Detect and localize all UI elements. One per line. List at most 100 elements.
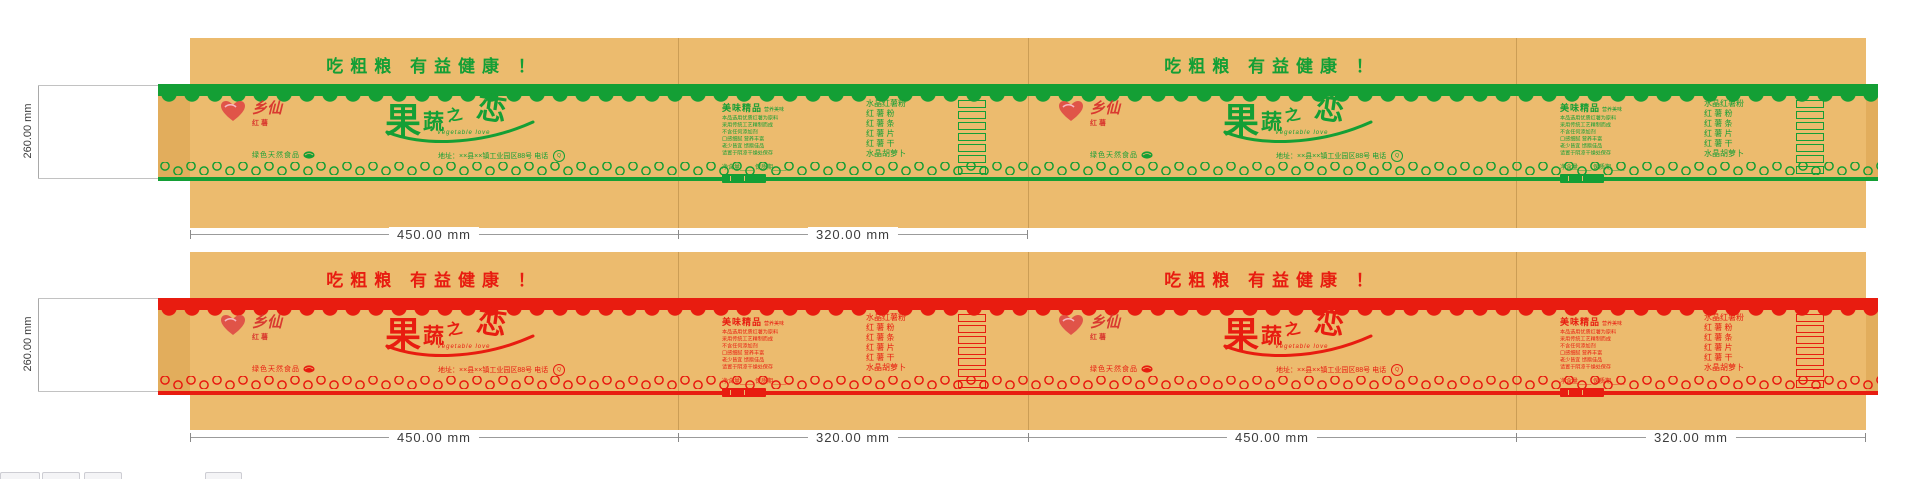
extension-line xyxy=(38,391,158,392)
side-panel-450mm: 吃粗粮 有益健康 ！ 乡仙 红薯 果 蔬 之 恋 xyxy=(190,252,678,430)
green-food-mark: 绿色天然食品 xyxy=(252,364,315,374)
certification-seal-icon: Q xyxy=(1391,150,1404,162)
leaf-badge-icon xyxy=(303,365,315,373)
product-name: 水晶胡萝卜 xyxy=(1704,363,1744,372)
dimension-tick xyxy=(1865,433,1866,442)
thumbnail-button[interactable] xyxy=(0,472,40,479)
dimension-tick xyxy=(678,230,679,239)
variety-checkbox xyxy=(1796,358,1824,366)
fill-in-line: 净含量____ 保质期____ xyxy=(722,379,787,385)
variety-checkbox xyxy=(958,347,986,355)
barcode-badge xyxy=(722,388,766,397)
brand-logos: 乡仙 红薯 xyxy=(220,100,282,128)
variety-checkbox-column xyxy=(1758,314,1830,392)
product-name: 红 薯 粉 xyxy=(1704,323,1733,332)
barcode-badge xyxy=(1560,388,1604,397)
certification-seal-icon: Q xyxy=(553,150,566,162)
width-dimension-label: 450.00 mm xyxy=(388,227,480,242)
width-dimension-label: 450.00 mm xyxy=(1226,430,1318,445)
green-food-mark: 绿色天然食品 xyxy=(1090,364,1153,374)
product-name: 红 薯 条 xyxy=(866,119,895,128)
height-dimension-line xyxy=(38,85,39,178)
extension-line xyxy=(38,85,158,86)
variety-checkbox xyxy=(1796,166,1824,174)
logo-latin-caption: Vegetable love xyxy=(437,130,491,136)
width-dimension-label: 320.00 mm xyxy=(807,227,899,242)
dimension-tick xyxy=(1516,433,1517,442)
variety-checkbox-column xyxy=(920,100,992,178)
variety-checkbox xyxy=(958,111,986,119)
info-line: 采用传统工艺精制而成 xyxy=(1560,123,1612,129)
logo-char: 蔬 xyxy=(1261,111,1282,134)
swirl-heart-logo-icon xyxy=(1058,100,1084,127)
logo-swoosh-icon xyxy=(1223,334,1373,357)
product-info-block: 美味精品 营养美味 本品选用优质红薯为原料 采用传统工艺精制而成 不含任何添加剂 … xyxy=(722,98,842,183)
info-line: 本品选用优质红薯为原料 xyxy=(722,116,779,122)
thumbnail-button[interactable] xyxy=(84,472,122,479)
panel-fold-line xyxy=(678,38,679,228)
product-name: 红 薯 干 xyxy=(1704,139,1733,148)
product-name: 水晶红薯粉 xyxy=(1704,99,1744,108)
info-line: 本品选用优质红薯为原料 xyxy=(1560,116,1617,122)
info-line: 请置于阴凉干燥处保存 xyxy=(722,365,774,371)
brand-name: 乡仙 xyxy=(252,100,283,117)
leaf-badge-icon xyxy=(303,151,315,159)
width-dimension-label: 450.00 mm xyxy=(388,430,480,445)
manufacturer-line: 地址：××县××镇工业园区88号 电话 Q xyxy=(1276,364,1404,376)
green-food-text: 绿色天然食品 xyxy=(252,366,300,373)
health-slogan: 吃粗粮 有益健康 ！ xyxy=(326,271,542,290)
brand-sub-name: 红薯 xyxy=(252,334,270,341)
info-line: 口感细腻 营养丰富 xyxy=(1560,137,1603,143)
product-name: 红 薯 干 xyxy=(1704,353,1733,362)
fruit-veg-love-logo: 果 蔬 之 恋 Vegetable love xyxy=(385,90,535,146)
info-header: 美味精品 xyxy=(722,317,763,327)
dimension-tick xyxy=(1027,230,1028,239)
variety-checkbox xyxy=(1796,133,1824,141)
product-variety-list: 水晶红薯粉 红 薯 粉 红 薯 条 红 薯 片 红 薯 干 水晶胡萝卜 xyxy=(866,99,940,159)
manufacturer-line: 地址：××县××镇工业园区88号 电话 Q xyxy=(1276,150,1404,162)
variety-checkbox xyxy=(958,144,986,152)
end-panel-320mm: 美味精品 营养美味 本品选用优质红薯为原料 采用传统工艺精制而成 不含任何添加剂 … xyxy=(678,38,1028,228)
info-line: 采用传统工艺精制而成 xyxy=(1560,337,1612,343)
dimension-tick xyxy=(1028,433,1029,442)
info-line: 本品选用优质红薯为原料 xyxy=(1560,330,1617,336)
product-name: 水晶红薯粉 xyxy=(866,313,906,322)
variety-checkbox xyxy=(1796,100,1824,108)
green-food-mark: 绿色天然食品 xyxy=(1090,150,1153,160)
logo-swoosh-icon xyxy=(1223,120,1373,143)
logo-swoosh-icon xyxy=(385,334,535,357)
product-name: 红 薯 干 xyxy=(866,139,895,148)
width-dimension-row: 450.00 mm 320.00 mm xyxy=(190,227,1028,243)
variety-checkbox-column xyxy=(920,314,992,392)
health-slogan: 吃粗粮 有益健康 ！ xyxy=(1164,57,1380,76)
info-header: 美味精品 xyxy=(1560,103,1601,113)
width-dimension-label: 320.00 mm xyxy=(807,430,899,445)
manufacturer-line: 地址：××县××镇工业园区88号 电话 Q xyxy=(438,364,566,376)
info-line: 不含任何添加剂 xyxy=(722,344,758,350)
variety-checkbox-column xyxy=(1758,100,1830,178)
dimension-line xyxy=(190,234,1028,235)
logo-swoosh-icon xyxy=(385,120,535,143)
fruit-veg-love-logo: 果 蔬 之 恋 Vegetable love xyxy=(385,304,535,360)
product-name: 水晶胡萝卜 xyxy=(1704,149,1744,158)
extension-line xyxy=(38,298,158,299)
thumbnail-button[interactable] xyxy=(42,472,80,479)
green-food-mark: 绿色天然食品 xyxy=(252,150,315,160)
variety-checkbox xyxy=(958,100,986,108)
certification-seal-icon: Q xyxy=(1391,364,1404,376)
variety-checkbox xyxy=(958,336,986,344)
info-line: 不含任何添加剂 xyxy=(1560,130,1596,136)
panel-fold-line xyxy=(1516,252,1517,430)
info-line: 口感细腻 营养丰富 xyxy=(1560,351,1603,357)
logo-latin-caption: Vegetable love xyxy=(1275,344,1329,350)
brand-logos: 乡仙 红薯 xyxy=(1058,100,1120,128)
product-variety-list: 水晶红薯粉 红 薯 粉 红 薯 条 红 薯 片 红 薯 干 水晶胡萝卜 xyxy=(1704,99,1778,159)
info-line: 不含任何添加剂 xyxy=(1560,344,1596,350)
product-info-block: 美味精品 营养美味 本品选用优质红薯为原料 采用传统工艺精制而成 不含任何添加剂 … xyxy=(1560,312,1680,397)
wavy-top-border xyxy=(158,84,1878,105)
end-panel-320mm: 美味精品 营养美味 本品选用优质红薯为原料 采用传统工艺精制而成 不含任何添加剂 … xyxy=(1516,252,1866,430)
product-info-block: 美味精品 营养美味 本品选用优质红薯为原料 采用传统工艺精制而成 不含任何添加剂 … xyxy=(722,312,842,397)
height-dimension-label: 260.00 mm xyxy=(22,103,34,159)
thumbnail-button[interactable] xyxy=(205,472,242,479)
